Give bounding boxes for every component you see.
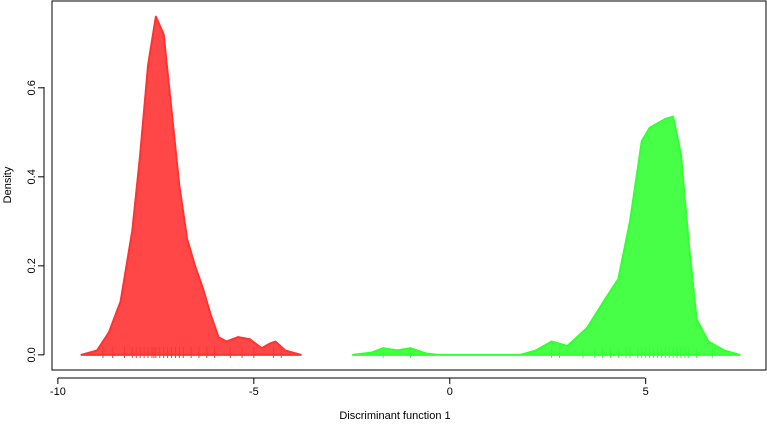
y-axis-label: Density — [2, 166, 14, 203]
y-tick-label: 0.0 — [26, 347, 38, 362]
density-area — [351, 115, 741, 356]
y-tick-label: 0.6 — [26, 80, 38, 95]
y-tick-label: 0.4 — [26, 169, 38, 184]
plot-box — [51, 0, 767, 371]
y-tick-label: 0.2 — [26, 258, 38, 273]
x-axis-label: Discriminant function 1 — [339, 410, 450, 422]
x-tick-label: -5 — [249, 386, 259, 398]
x-tick-label: 5 — [643, 386, 649, 398]
density-area — [80, 15, 302, 356]
x-tick-label: 0 — [447, 386, 453, 398]
x-tick-label: -10 — [50, 386, 66, 398]
